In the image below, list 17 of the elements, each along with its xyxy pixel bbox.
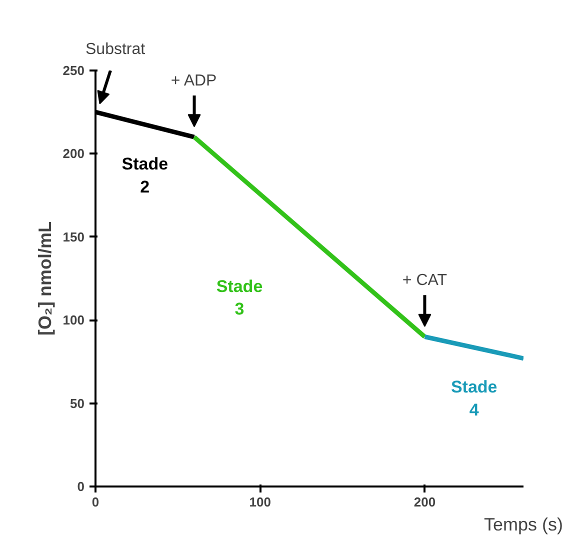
- y-tick-label: 100: [62, 312, 85, 328]
- text: Stade 3: [216, 276, 263, 319]
- y-tick-label: 0: [77, 479, 85, 494]
- y-axis-title: [O₂] nmol/mL: [34, 221, 55, 336]
- annotation: + ADP: [170, 72, 217, 90]
- x-axis-title: Temps (s): [484, 514, 564, 534]
- y-tick-label: 200: [62, 146, 85, 162]
- y-tick-label: 150: [62, 229, 85, 244]
- x-tick-label: 100: [249, 494, 271, 510]
- annotation: + CAT: [402, 272, 448, 290]
- series-label: Stade 4: [450, 378, 498, 420]
- x-tick-label: 0: [92, 494, 100, 510]
- text: Substrat: [86, 41, 146, 58]
- x-tick-label: 200: [414, 494, 436, 510]
- y-tick-label: 50: [70, 396, 85, 411]
- y-tick-label: 250: [62, 63, 85, 78]
- series-label: Stade 2: [122, 154, 168, 196]
